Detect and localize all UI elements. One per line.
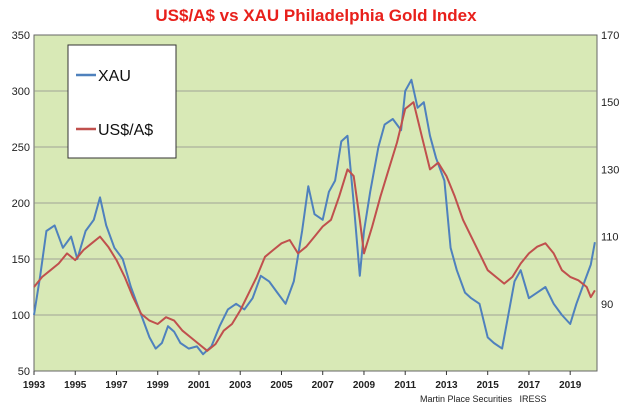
x-tick-label: 2001 xyxy=(188,380,211,391)
left-tick-label: 100 xyxy=(12,310,30,322)
right-tick-label: 150 xyxy=(601,97,619,109)
x-tick-label: 2011 xyxy=(394,380,416,391)
x-tick-label: 1997 xyxy=(105,380,128,391)
left-axis: 50 100 150 200 250 300 350 xyxy=(12,30,30,378)
source-note: Martin Place Securities IRESS xyxy=(420,394,547,404)
x-tick-label: 1993 xyxy=(23,380,46,391)
x-tick-label: 2019 xyxy=(559,380,582,391)
right-tick-label: 130 xyxy=(601,164,619,176)
x-tick-label: 2015 xyxy=(477,380,500,391)
legend-label-xau: XAU xyxy=(98,68,131,85)
x-tick-label: 1999 xyxy=(147,380,170,391)
left-tick-label: 50 xyxy=(18,366,30,378)
x-tick-label: 2009 xyxy=(353,380,376,391)
series-line-xau xyxy=(33,78,596,356)
right-tick-label: 170 xyxy=(601,30,619,42)
series-layer xyxy=(33,78,596,356)
left-tick-label: 250 xyxy=(12,142,30,154)
x-tick-label: 2007 xyxy=(312,380,335,391)
x-tick-label: 2017 xyxy=(518,380,541,391)
chart-title: US$/A$ vs XAU Philadelphia Gold Index xyxy=(155,6,477,25)
left-tick-label: 200 xyxy=(12,198,30,210)
right-axis: 90 110 130 150 170 xyxy=(601,30,619,311)
x-tick-label: 2005 xyxy=(270,380,293,391)
legend-box xyxy=(67,44,177,159)
right-tick-label: 90 xyxy=(601,299,613,311)
right-tick-label: 110 xyxy=(601,232,619,244)
x-axis: 1993 1995 1997 1999 2001 2003 2005 2007 2009 2011… xyxy=(23,371,582,391)
series-line-usd-aud xyxy=(33,101,596,352)
legend: XAU US$/A$ xyxy=(67,44,177,159)
x-tick-label: 1995 xyxy=(64,380,87,391)
left-tick-label: 350 xyxy=(12,30,30,42)
left-tick-label: 150 xyxy=(12,254,30,266)
x-tick-label: 2013 xyxy=(435,380,458,391)
legend-label-usd-aud: US$/A$ xyxy=(98,122,153,139)
left-tick-label: 300 xyxy=(12,86,30,98)
x-tick-label: 2003 xyxy=(229,380,252,391)
